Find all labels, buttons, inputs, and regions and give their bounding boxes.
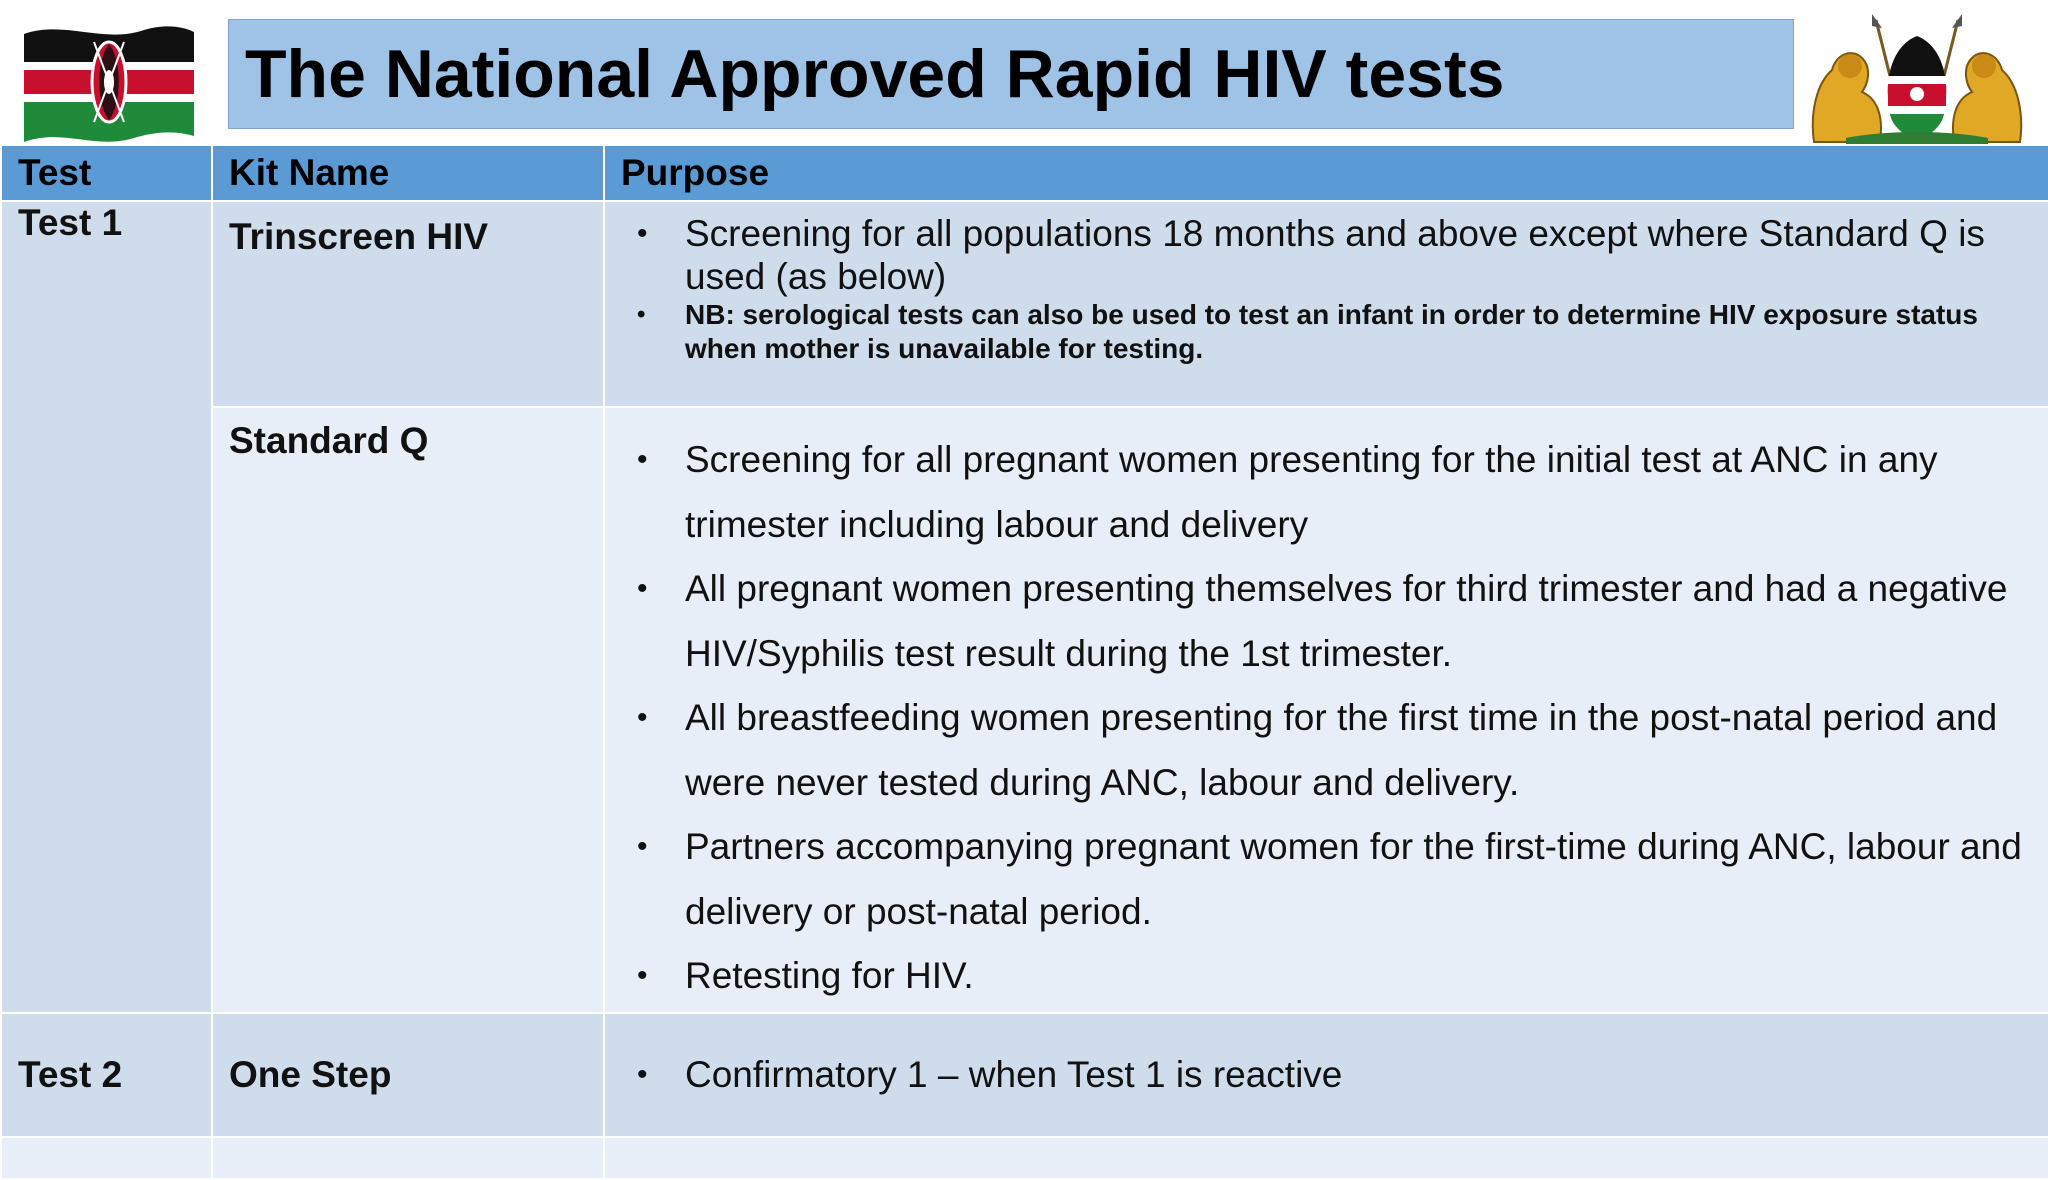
column-header-purpose: Purpose <box>603 144 2048 202</box>
kenya-flag-icon <box>24 26 194 142</box>
list-item: All pregnant women presenting themselves… <box>621 557 2032 686</box>
purpose-list: Screening for all pregnant women present… <box>621 408 2032 1009</box>
column-header-kit-name: Kit Name <box>211 144 605 202</box>
page-title: The National Approved Rapid HIV tests <box>245 36 1505 112</box>
list-item: Retesting for HIV. <box>621 944 2032 1009</box>
table-row: Test 1 Trinscreen HIV Screening for all … <box>0 200 2048 1014</box>
table-row: Standard Q Screening for all pregnant wo… <box>1 406 2048 1014</box>
column-header-test: Test <box>0 144 213 202</box>
test-cell: Test 2 <box>0 1012 213 1138</box>
coat-of-arms-icon <box>1811 14 2023 144</box>
kit-name-cell: Trinscreen HIV <box>211 200 605 408</box>
table-row-empty <box>0 1136 2048 1180</box>
kit-name-cell: One Step <box>211 1012 605 1138</box>
rapid-hiv-tests-table: Test Kit Name Purpose Test 1 Trinscreen … <box>0 144 2048 1180</box>
list-item: All breastfeeding women presenting for t… <box>621 686 2032 815</box>
empty-cell <box>0 1136 213 1180</box>
empty-cell <box>603 1136 2048 1180</box>
list-item: Confirmatory 1 – when Test 1 is reactive <box>621 1051 2032 1099</box>
list-item: Screening for all populations 18 months … <box>621 212 2032 298</box>
purpose-cell: Screening for all pregnant women present… <box>603 406 2048 1014</box>
purpose-cell: Screening for all populations 18 months … <box>603 200 2048 408</box>
list-item: Partners accompanying pregnant women for… <box>621 815 2032 944</box>
purpose-list: Screening for all populations 18 months … <box>621 202 2032 366</box>
table-header-row: Test Kit Name Purpose <box>0 144 2048 202</box>
table-row: Test 2 One Step Confirmatory 1 – when Te… <box>0 1012 2048 1138</box>
purpose-list: Confirmatory 1 – when Test 1 is reactive <box>621 1051 2032 1099</box>
title-banner: The National Approved Rapid HIV tests <box>228 19 1794 129</box>
empty-cell <box>211 1136 605 1180</box>
purpose-cell: Confirmatory 1 – when Test 1 is reactive <box>603 1012 2048 1138</box>
test-cell: Test 1 <box>0 200 213 1014</box>
note-item: NB: serological tests can also be used t… <box>621 298 2032 366</box>
kit-name-cell: Standard Q <box>211 406 605 1014</box>
list-item: Screening for all pregnant women present… <box>621 428 2032 557</box>
